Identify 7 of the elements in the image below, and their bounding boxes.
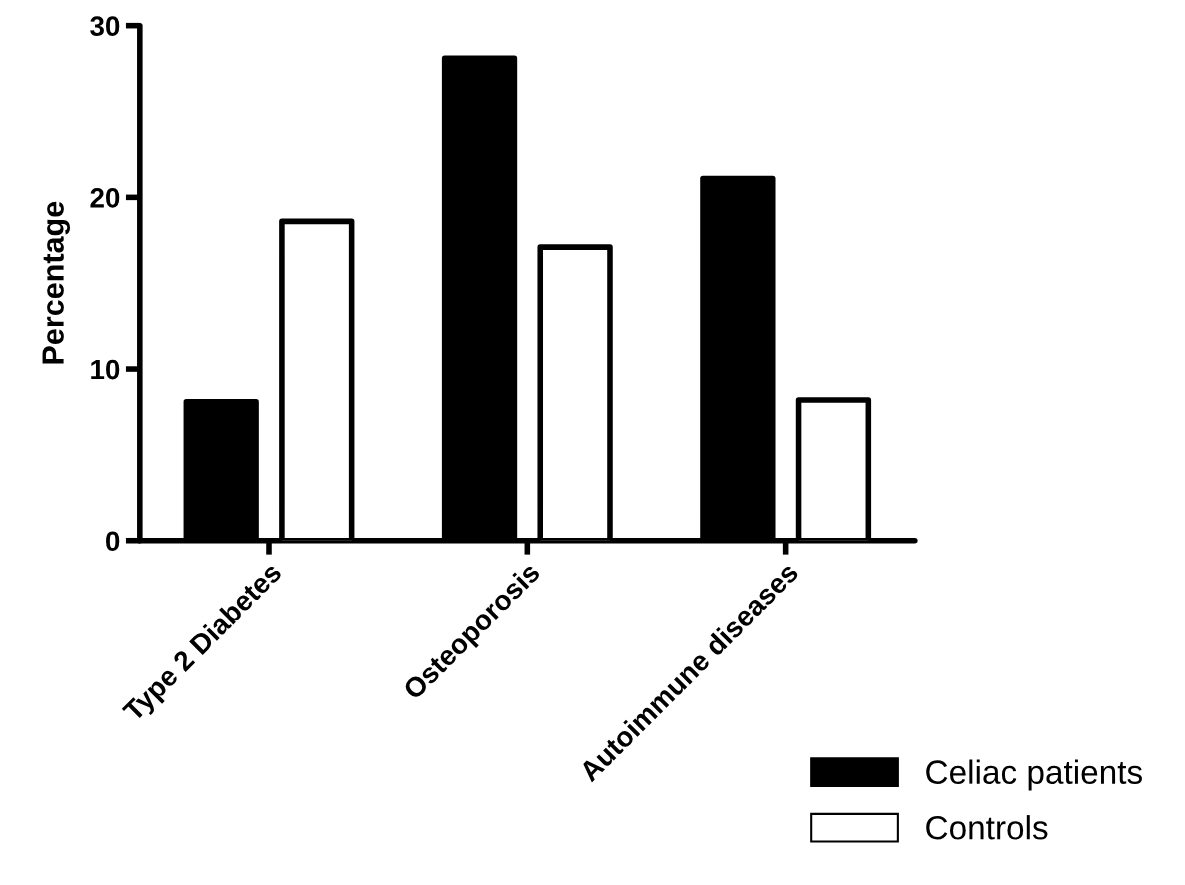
- y-tick-label: 0: [106, 531, 120, 552]
- legend-label: Celiac patients: [926, 759, 1142, 791]
- y-tick-label: 20: [90, 188, 120, 208]
- legend-label: Controls: [926, 815, 1048, 840]
- y-tick-label: 30: [90, 16, 120, 37]
- y-tick-label: 10: [91, 359, 120, 380]
- y-axis-title: Percentage: [42, 201, 71, 364]
